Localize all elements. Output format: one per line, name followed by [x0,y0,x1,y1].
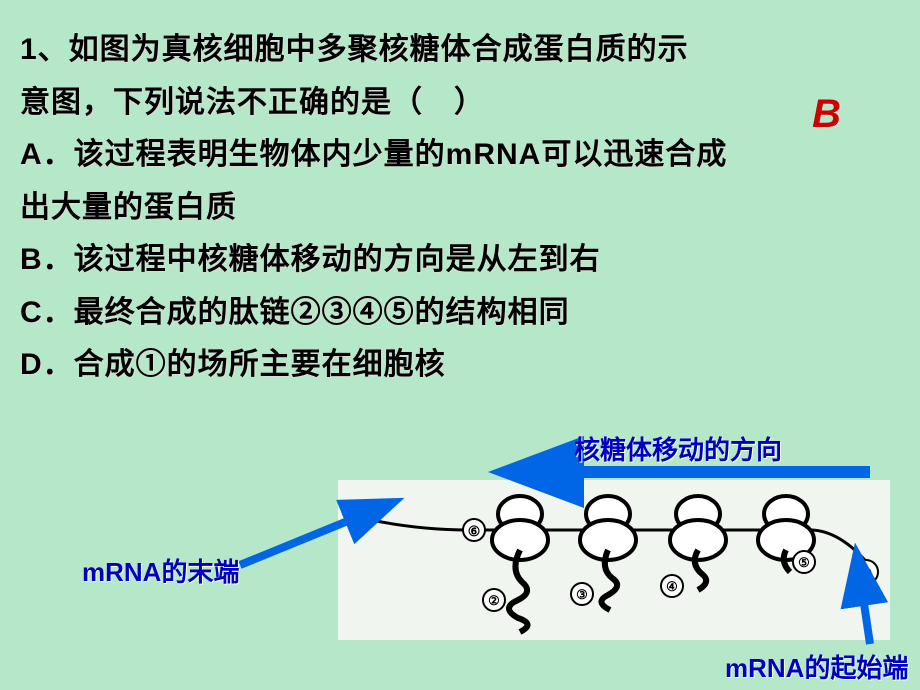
annotation-mrna-start: mRNA的起始端 [725,648,908,685]
arrow-mrna-end [240,516,360,565]
annotation-ribosome-direction: 核糖体移动的方向 [574,430,782,467]
arrow-mrna-start [862,590,870,644]
annotation-mrna-end: mRNA的末端 [82,552,239,589]
